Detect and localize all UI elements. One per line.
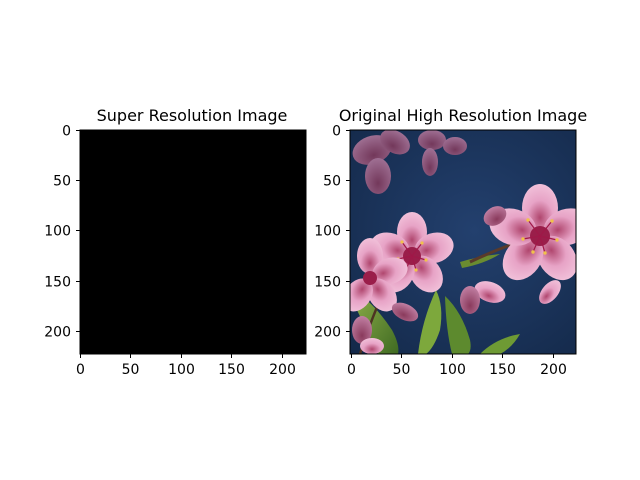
x-tick-label: 200 [269,362,296,378]
y-tick-label: 150 [44,275,71,291]
x-tick-label: 50 [393,362,411,378]
y-tick-label: 100 [44,224,71,240]
image-area [79,129,307,355]
x-tick-label: 150 [489,362,516,378]
y-tick-label: 0 [62,124,71,140]
y-tick-label: 200 [314,325,341,341]
x-axis: 0 50 100 150 200 [76,354,296,378]
x-axis: 0 50 100 150 200 [347,354,567,378]
y-tick-label: 50 [53,174,71,190]
panel-title: Original High Resolution Image [339,106,587,125]
y-tick-label: 0 [332,124,341,140]
x-tick-label: 100 [168,362,195,378]
y-tick-label: 100 [314,224,341,240]
image-frame [349,129,577,355]
panel-title: Super Resolution Image [97,106,288,125]
x-tick-label: 50 [122,362,140,378]
x-tick-label: 0 [347,362,356,378]
y-tick-label: 200 [44,325,71,341]
y-axis: 0 50 100 150 200 [44,124,80,341]
panel-super-resolution: Super Resolution Image 0 50 100 150 200 … [44,106,307,378]
x-tick-label: 200 [540,362,567,378]
y-axis: 0 50 100 150 200 [314,124,350,341]
x-tick-label: 150 [218,362,245,378]
y-tick-label: 50 [323,174,341,190]
blossom-photo [350,130,576,354]
y-tick-label: 150 [314,275,341,291]
x-tick-label: 100 [439,362,466,378]
panel-original-high-resolution: Original High Resolution Image [314,106,587,378]
x-tick-label: 0 [76,362,85,378]
